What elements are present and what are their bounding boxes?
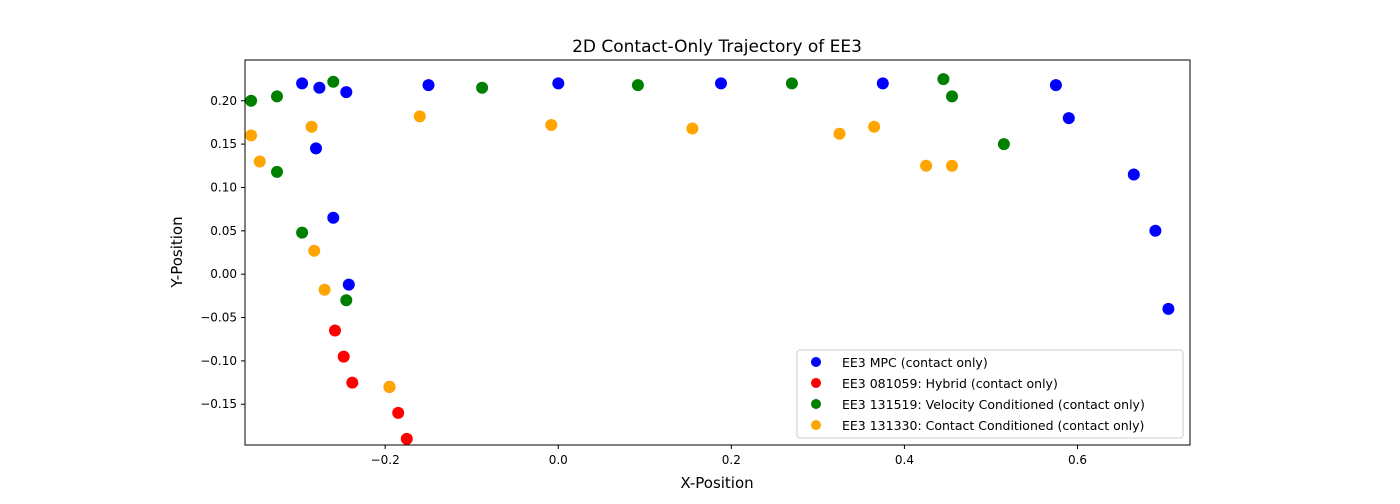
data-point — [1149, 224, 1162, 237]
x-tick-label: 0.6 — [1068, 453, 1087, 467]
data-point — [686, 122, 699, 135]
legend-marker-mpc — [811, 357, 821, 367]
data-point — [1162, 302, 1175, 315]
data-point — [937, 73, 950, 86]
data-point — [476, 81, 489, 94]
data-point — [868, 120, 881, 133]
data-point — [920, 159, 933, 172]
series-3 — [245, 73, 1010, 307]
data-point — [1062, 112, 1075, 125]
plot-frame — [244, 59, 1191, 446]
x-axis-label: X-Position — [680, 474, 753, 492]
data-point — [305, 120, 318, 133]
data-point — [327, 211, 340, 224]
y-tick-label: 0.10 — [210, 180, 237, 194]
chart-title: 2D Contact-Only Trajectory of EE3 — [572, 37, 862, 57]
x-axis-ticks: −0.2 0.0 0.2 0.4 0.6 — [371, 445, 1087, 467]
data-point — [329, 324, 341, 337]
data-point — [337, 350, 350, 363]
data-point — [296, 77, 309, 90]
y-tick-label: 0.15 — [210, 137, 237, 151]
x-tick-label: 0.4 — [895, 453, 914, 467]
data-point — [400, 432, 413, 445]
x-tick-label: 0.0 — [549, 453, 568, 467]
legend-label-hybrid: EE3 081059: Hybrid (contact only) — [842, 376, 1058, 391]
data-point — [253, 155, 266, 168]
data-point — [346, 376, 359, 389]
data-point — [545, 119, 558, 131]
legend-marker-hybrid — [811, 378, 821, 388]
legend-label-mpc: EE3 MPC (contact only) — [842, 355, 988, 370]
y-axis-ticks: −0.15 −0.10 −0.05 0.00 0.05 0.10 0.15 0.20 — [200, 94, 245, 411]
data-point — [946, 159, 958, 172]
data-point — [342, 278, 355, 291]
series-4 — [245, 110, 958, 393]
y-tick-label: −0.10 — [200, 354, 237, 368]
data-point — [310, 142, 322, 155]
data-point — [833, 127, 846, 140]
series-2 — [329, 324, 413, 445]
y-tick-label: −0.05 — [200, 311, 237, 325]
plot-marks — [245, 73, 1175, 445]
legend: EE3 MPC (contact only) EE3 081059: Hybri… — [796, 349, 1184, 439]
data-point — [422, 79, 435, 92]
data-point — [785, 77, 798, 90]
data-point — [383, 380, 396, 393]
data-point — [327, 75, 340, 88]
data-point — [392, 406, 405, 419]
legend-marker-contact — [811, 420, 821, 430]
data-point — [271, 165, 283, 178]
data-point — [308, 244, 321, 257]
data-point — [997, 138, 1010, 151]
legend-label-velocity: EE3 131519: Velocity Conditioned (contac… — [842, 397, 1145, 412]
legend-label-contact: EE3 131330: Contact Conditioned (contact… — [842, 418, 1144, 433]
legend-box — [796, 349, 1184, 439]
y-tick-label: 0.00 — [210, 267, 237, 281]
data-point — [296, 226, 309, 239]
data-point — [245, 129, 258, 142]
data-point — [413, 110, 426, 123]
data-point — [631, 79, 644, 92]
data-point — [340, 86, 353, 99]
x-tick-label: −0.2 — [371, 453, 400, 467]
data-point — [340, 294, 353, 307]
legend-marker-velocity — [811, 399, 821, 409]
x-tick-label: 0.2 — [722, 453, 741, 467]
data-point — [318, 283, 331, 296]
data-point — [1049, 79, 1062, 92]
data-point — [1127, 168, 1140, 181]
data-point — [271, 90, 283, 103]
y-tick-label: 0.20 — [210, 94, 237, 108]
series-1 — [296, 77, 1175, 315]
y-axis-label: Y-Position — [168, 216, 186, 288]
data-point — [715, 77, 727, 90]
data-point — [552, 77, 565, 90]
y-tick-label: 0.05 — [210, 224, 237, 238]
data-point — [245, 94, 258, 107]
y-tick-label: −0.15 — [200, 397, 237, 411]
data-point — [876, 77, 889, 90]
data-point — [946, 90, 958, 103]
data-point — [313, 81, 326, 94]
